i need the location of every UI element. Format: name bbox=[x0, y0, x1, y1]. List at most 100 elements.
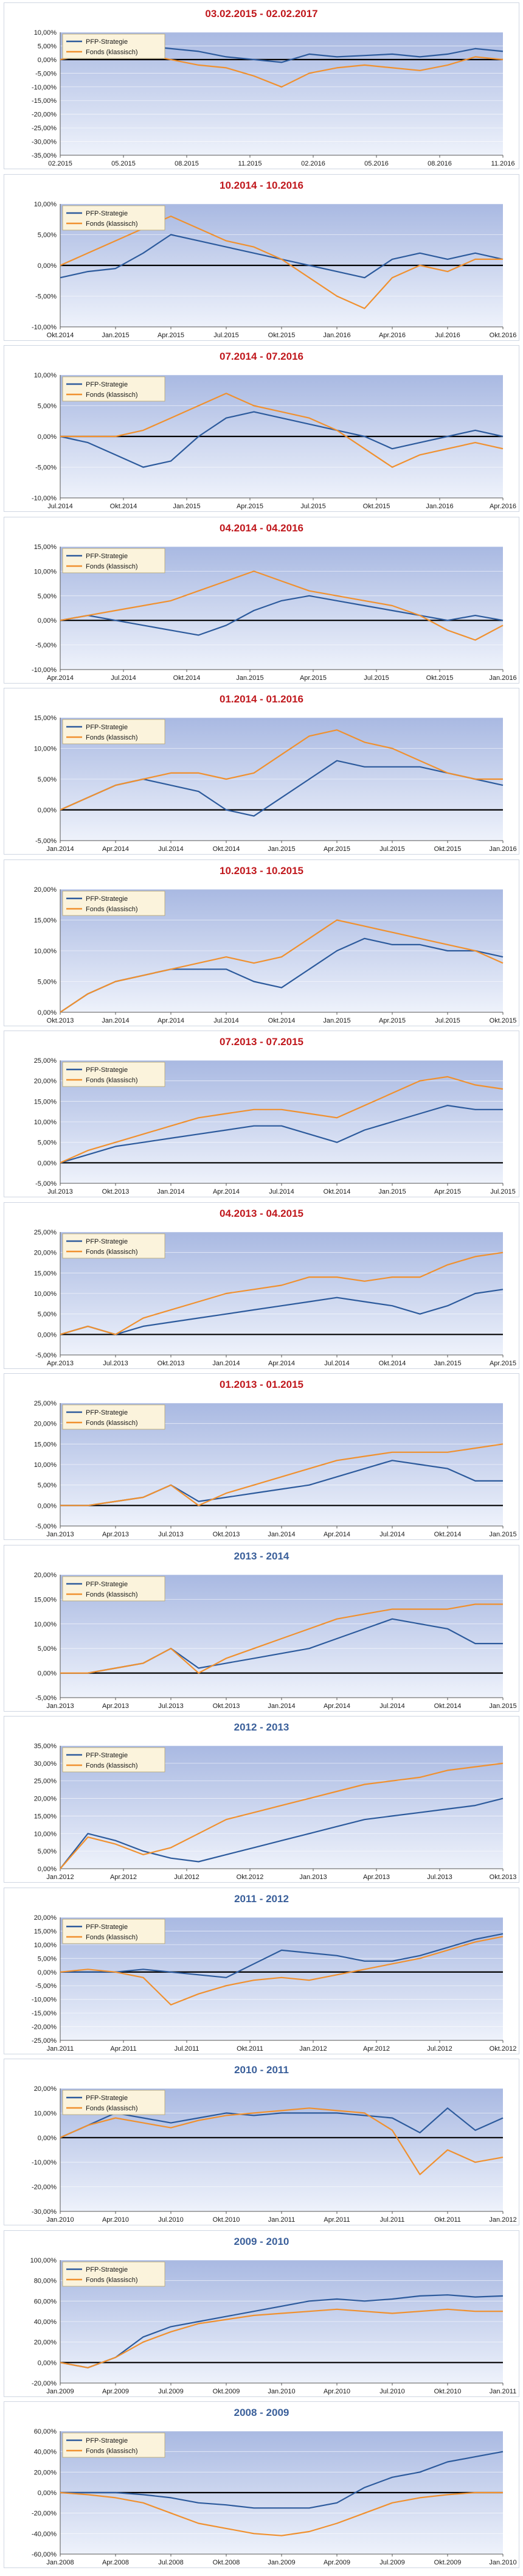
y-tick-label: -60,00% bbox=[32, 2551, 57, 2558]
y-tick-label: 15,00% bbox=[34, 917, 57, 925]
legend-fund-label: Fonds (klassisch) bbox=[86, 1077, 138, 1084]
y-tick-label: 5,00% bbox=[38, 1139, 57, 1147]
y-tick-label: -40,00% bbox=[32, 2530, 57, 2538]
x-tick-label: Jul.2012 bbox=[427, 2045, 452, 2053]
y-tick-label: -5,00% bbox=[35, 1352, 57, 1359]
legend-box bbox=[62, 2432, 165, 2458]
line-chart: -5,00% 0,00% 5,00% 10,00% 15,00% 20,00% 25,00%… bbox=[34, 1229, 516, 1367]
y-tick-label: 0,00% bbox=[38, 1969, 57, 1976]
x-tick-label: 08.2015 bbox=[175, 160, 199, 167]
legend-box bbox=[62, 1747, 165, 1773]
x-tick-label: Okt.2013 bbox=[213, 1703, 240, 1710]
x-tick-label: Jan.2008 bbox=[46, 2559, 74, 2566]
x-tick-label: Apr.2009 bbox=[102, 2388, 129, 2395]
x-tick-label: Okt.2011 bbox=[237, 2045, 263, 2053]
legend-strategy-label: PFP-Strategie bbox=[86, 2437, 128, 2445]
legend-box bbox=[62, 376, 165, 402]
series-line-fund bbox=[60, 1603, 503, 1674]
chart-title: 07.2014 - 07.2016 bbox=[219, 351, 303, 362]
y-tick-label: 10,00% bbox=[34, 1119, 57, 1126]
x-tick-label: Okt.2008 bbox=[213, 2559, 240, 2566]
legend-strategy-label: PFP-Strategie bbox=[86, 1238, 128, 1245]
legend-box bbox=[62, 205, 165, 231]
y-tick-label: 5,00% bbox=[38, 232, 57, 239]
series-line-strategy bbox=[60, 1933, 504, 1978]
y-tick-label: -5,00% bbox=[35, 1180, 57, 1188]
x-tick-label: Jan.2011 bbox=[490, 2388, 516, 2395]
chart-panel: 04.2014 - 04.2016 -10,00% -5,00% 0,00% 5,00%… bbox=[4, 517, 519, 684]
legend-strategy-label: PFP-Strategie bbox=[86, 1923, 128, 1931]
chart-title: 2012 - 2013 bbox=[234, 1721, 289, 1733]
y-tick-label: -20,00% bbox=[32, 2380, 57, 2387]
legend-fund-label: Fonds (klassisch) bbox=[86, 2105, 138, 2112]
x-tick-label: 02.2016 bbox=[301, 160, 325, 167]
y-tick-label: 5,00% bbox=[38, 403, 57, 410]
line-chart: 0,00% 5,00% 10,00% 15,00% 20,00% Okt.2013 Jan.… bbox=[34, 886, 517, 1024]
y-tick-label: 10,00% bbox=[34, 746, 57, 753]
chart-title: 2010 - 2011 bbox=[234, 2064, 289, 2076]
x-tick-label: Jul.2014 bbox=[379, 1531, 405, 1538]
x-tick-label: Jul.2015 bbox=[435, 1017, 460, 1024]
x-tick-label: Jul.2013 bbox=[158, 1703, 184, 1710]
legend-strategy-label: PFP-Strategie bbox=[86, 1752, 128, 1759]
legend-box bbox=[62, 33, 165, 59]
y-tick-label: -10,00% bbox=[32, 495, 57, 502]
series-line-fund bbox=[60, 919, 504, 1013]
x-tick-label: Apr.2009 bbox=[324, 2559, 350, 2566]
series-line-strategy bbox=[60, 1104, 503, 1164]
y-tick-label: -5,00% bbox=[35, 293, 57, 301]
x-tick-label: Jul.2012 bbox=[174, 1874, 199, 1881]
line-chart: -5,00% 0,00% 5,00% 10,00% 15,00% Jan.2014 Apr.… bbox=[34, 715, 517, 853]
x-tick-label: Jan.2015 bbox=[268, 845, 295, 853]
x-tick-label: Okt.2014 bbox=[324, 1188, 351, 1195]
series-line-fund bbox=[60, 1936, 504, 2006]
x-tick-label: Apr.2015 bbox=[379, 1017, 406, 1024]
x-tick-label: Jul.2013 bbox=[158, 1531, 184, 1538]
x-tick-label: Jul.2014 bbox=[379, 1703, 405, 1710]
chart-panel: 10.2014 - 10.2016 -10,00% -5,00% 0,00% 5,00%… bbox=[4, 174, 519, 341]
y-tick-label: 100,00% bbox=[30, 2257, 57, 2264]
x-tick-label: Jul.2015 bbox=[379, 845, 405, 853]
x-tick-label: Apr.2008 bbox=[102, 2559, 129, 2566]
x-tick-label: Apr.2010 bbox=[102, 2216, 129, 2224]
x-tick-label: Jan.2009 bbox=[268, 2559, 295, 2566]
x-tick-label: Jul.2008 bbox=[158, 2559, 184, 2566]
y-tick-label: 10,00% bbox=[34, 1830, 57, 1838]
y-tick-label: -30,00% bbox=[32, 139, 57, 146]
y-tick-label: 10,00% bbox=[34, 29, 57, 37]
legend-fund-label: Fonds (klassisch) bbox=[86, 2277, 138, 2284]
x-tick-label: Okt.2014 bbox=[268, 1017, 296, 1024]
x-tick-label: Okt.2011 bbox=[434, 2216, 461, 2224]
legend-strategy-label: PFP-Strategie bbox=[86, 1581, 128, 1588]
x-tick-label: Jul.2010 bbox=[379, 2388, 405, 2395]
y-tick-label: -35,00% bbox=[32, 152, 57, 159]
x-tick-label: Jan.2015 bbox=[489, 1531, 516, 1538]
legend-fund-label: Fonds (klassisch) bbox=[86, 734, 138, 741]
y-tick-label: 20,00% bbox=[34, 1796, 57, 1803]
x-tick-label: Jan.2013 bbox=[46, 1531, 74, 1538]
y-tick-label: -5,00% bbox=[35, 1523, 57, 1530]
legend-box bbox=[62, 1404, 165, 1430]
series-line-fund bbox=[60, 1076, 504, 1164]
x-tick-label: Jul.2015 bbox=[364, 674, 389, 682]
x-tick-label: Jan.2014 bbox=[157, 1188, 184, 1195]
x-tick-label: Apr.2015 bbox=[300, 674, 327, 682]
y-tick-label: 0,00% bbox=[38, 1502, 57, 1510]
legend-strategy-label: PFP-Strategie bbox=[86, 1409, 128, 1416]
y-tick-label: 0,00% bbox=[38, 617, 57, 625]
y-tick-label: -10,00% bbox=[32, 667, 57, 674]
x-tick-label: Jan.2014 bbox=[268, 1531, 295, 1538]
y-tick-label: 10,00% bbox=[34, 1290, 57, 1298]
legend-fund-label: Fonds (klassisch) bbox=[86, 2448, 138, 2455]
y-tick-label: 5,00% bbox=[38, 43, 57, 50]
x-tick-label: Apr.2015 bbox=[237, 503, 263, 510]
x-tick-label: Jul.2011 bbox=[380, 2216, 405, 2224]
legend-strategy-label: PFP-Strategie bbox=[86, 553, 128, 560]
legend-box bbox=[62, 1919, 165, 1944]
y-tick-label: -20,00% bbox=[32, 2024, 57, 2031]
x-tick-label: 11.2016 bbox=[491, 160, 515, 167]
x-tick-label: Jan.2016 bbox=[489, 845, 516, 853]
y-tick-label: 40,00% bbox=[34, 2319, 57, 2326]
y-tick-label: 60,00% bbox=[34, 2428, 57, 2435]
y-tick-label: 20,00% bbox=[34, 1078, 57, 1085]
